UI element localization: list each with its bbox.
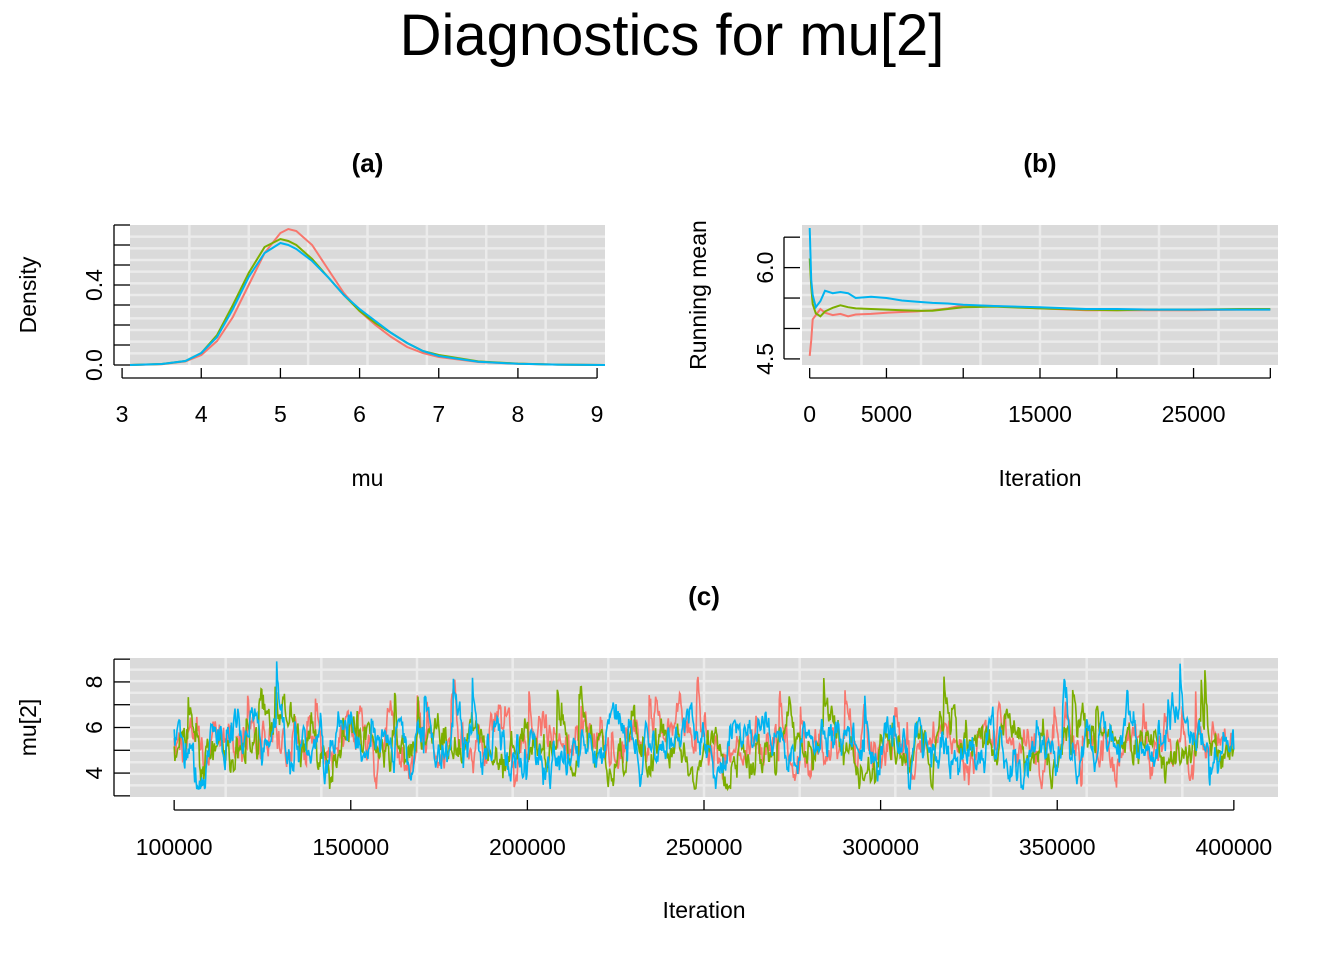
panel-a-x-tick-label: 3 xyxy=(116,401,129,427)
panel-a-title: (a) xyxy=(352,148,384,178)
panel-a-x-tick-label: 8 xyxy=(512,401,525,427)
panel-a-x-tick-label: 4 xyxy=(195,401,208,427)
panel-a-x-tick-label: 6 xyxy=(353,401,366,427)
panel-b-y-tick-label: 4.5 xyxy=(752,343,778,375)
panel-b-x-tick-label: 0 xyxy=(803,401,816,427)
panel-a-x-tick-label: 7 xyxy=(432,401,445,427)
panel-c-series-3-trace xyxy=(173,661,1235,790)
panel-c-x-tick-label: 300000 xyxy=(842,834,919,860)
panel-b-y-tick-label: 6.0 xyxy=(752,252,778,284)
figure-title: Diagnostics for mu[2] xyxy=(399,3,945,68)
panel-c-x-tick-label: 100000 xyxy=(136,834,213,860)
panel-a-x-tick-label: 5 xyxy=(274,401,287,427)
panel-a-series-3-line xyxy=(129,241,606,366)
panel-a-y-tick-label: 0.4 xyxy=(81,269,107,301)
panel-a-y-label: Density xyxy=(15,256,41,333)
panel-b-y-label: Running mean xyxy=(685,220,711,370)
panel-c-x-tick-label: 400000 xyxy=(1195,834,1272,860)
panel-c-x-tick-label: 150000 xyxy=(312,834,389,860)
panel-c-x-tick-label: 250000 xyxy=(666,834,743,860)
panel-a-x-tick-label: 9 xyxy=(591,401,604,427)
panel-c-x-label: Iteration xyxy=(662,897,745,923)
panel-a-x-label: mu xyxy=(352,465,384,491)
panel-c-x-tick-label: 350000 xyxy=(1019,834,1096,860)
panel-c-y-label: mu[2] xyxy=(15,699,41,757)
panel-c-y-tick-label: 6 xyxy=(81,721,107,734)
panel-b-x-tick-label: 15000 xyxy=(1008,401,1072,427)
panel-c-y-tick-label: 4 xyxy=(81,766,107,779)
panel-a-y-tick-label: 0.0 xyxy=(81,349,107,381)
panel-c-y-tick-label: 8 xyxy=(81,676,107,689)
panel-c-x-tick-label: 200000 xyxy=(489,834,566,860)
panel-b-x-tick-label: 5000 xyxy=(861,401,912,427)
panel-b-series-2-line xyxy=(808,258,1271,318)
panel-b-title: (b) xyxy=(1023,148,1056,178)
panel-b-series-3-line xyxy=(808,227,1271,311)
panel-c-title: (c) xyxy=(688,581,720,611)
panel-b-x-label: Iteration xyxy=(998,465,1081,491)
panel-b-x-tick-label: 25000 xyxy=(1162,401,1226,427)
